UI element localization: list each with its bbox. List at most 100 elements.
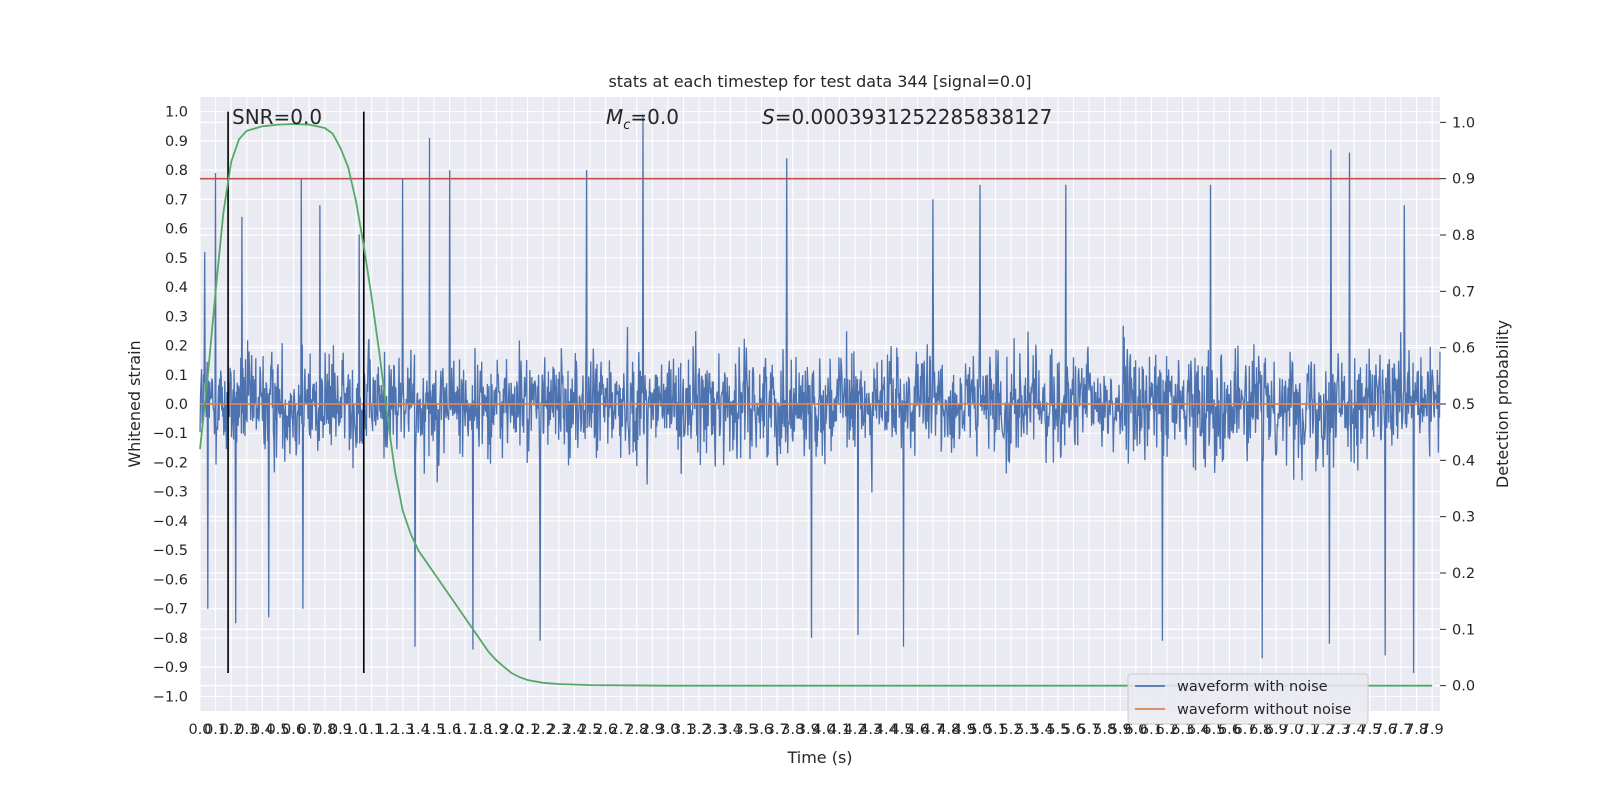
s-annotation: S=0.0003931252285838127 [762, 105, 1052, 129]
x-tick-label: 3.0 [656, 722, 679, 738]
x-tick-label: 6.3 [1171, 722, 1194, 738]
x-tick-label: 1.9 [485, 722, 508, 738]
y-tick-label: 0.0 [165, 397, 188, 413]
x-tick-label: 4.5 [890, 722, 913, 738]
x-tick-label: 1.2 [376, 722, 399, 738]
x-tick-label: 1.4 [407, 722, 430, 738]
mc-symbol: M [606, 105, 623, 129]
y-tick-label-right: 1.0 [1452, 115, 1475, 131]
x-tick-label: 0.4 [251, 722, 274, 738]
legend: waveform with noise waveform without noi… [1127, 673, 1369, 725]
y-tick-label: −0.7 [153, 602, 188, 618]
x-tick-label: 3.1 [672, 722, 695, 738]
x-tick-label: 4.7 [922, 722, 945, 738]
y-tick-label-right: 0.5 [1452, 397, 1475, 413]
x-tick-label: 0.2 [220, 722, 243, 738]
x-tick-label: 5.1 [984, 722, 1007, 738]
x-tick-label: 2.2 [532, 722, 555, 738]
x-tick-label: 0.7 [298, 722, 321, 738]
x-tick-label: 2.8 [625, 722, 648, 738]
x-tick-label: 1.6 [438, 722, 461, 738]
x-tick-label: 6.5 [1202, 722, 1225, 738]
y-tick-label: −0.9 [153, 660, 188, 676]
y-tick-label: −0.5 [153, 543, 188, 559]
x-tick-label: 0.5 [266, 722, 289, 738]
x-tick-label: 5.5 [1046, 722, 1069, 738]
chirp-mass-annotation: Mc=0.0 [606, 105, 679, 133]
x-tick-label: 6.2 [1156, 722, 1179, 738]
y-tick-label-right: 0.1 [1452, 622, 1475, 638]
x-tick-label: 1.3 [391, 722, 414, 738]
y-tick-label: 0.5 [165, 251, 188, 267]
y-tick-label: 0.6 [165, 222, 188, 238]
x-tick-label: 2.9 [641, 722, 664, 738]
y-tick-label: 0.3 [165, 309, 188, 325]
x-axis-label: Time (s) [786, 748, 852, 767]
mc-value: =0.0 [630, 105, 679, 129]
x-tick-label: 3.4 [719, 722, 742, 738]
x-tick-label: 5.0 [968, 722, 991, 738]
x-tick-label: 1.5 [422, 722, 445, 738]
mc-subscript: c [623, 118, 630, 133]
y-tick-label: 0.4 [165, 280, 188, 296]
series-detection-probability [199, 123, 1433, 687]
x-tick-label: 3.5 [734, 722, 757, 738]
x-tick-label: 7.5 [1358, 722, 1381, 738]
x-tick-label: 5.7 [1078, 722, 1101, 738]
axes: 0.00.10.20.30.40.50.60.70.80.91.01.11.21… [153, 105, 1475, 738]
x-tick-label: 2.6 [594, 722, 617, 738]
x-tick-label: 4.8 [937, 722, 960, 738]
x-tick-label: 4.0 [812, 722, 835, 738]
snr-annotation: SNR=0.0 [232, 105, 322, 129]
x-tick-label: 6.9 [1265, 722, 1288, 738]
x-tick-label: 6.7 [1234, 722, 1257, 738]
x-tick-label: 0.3 [235, 722, 258, 738]
x-tick-label: 6.6 [1218, 722, 1241, 738]
x-tick-label: 6.1 [1140, 722, 1163, 738]
x-tick-label: 4.6 [906, 722, 929, 738]
x-tick-label: 1.0 [344, 722, 367, 738]
legend-label-waveform-with-noise: waveform with noise [1177, 679, 1328, 695]
y-tick-label: 0.9 [165, 134, 188, 150]
x-tick-label: 6.0 [1124, 722, 1147, 738]
y-tick-label: −0.1 [153, 426, 188, 442]
x-tick-label: 5.4 [1031, 722, 1054, 738]
y-tick-label: 0.8 [165, 163, 188, 179]
x-tick-label: 7.6 [1374, 722, 1397, 738]
y-tick-label: 0.7 [165, 192, 188, 208]
x-tick-label: 5.9 [1109, 722, 1132, 738]
y-tick-label-right: 0.3 [1452, 510, 1475, 526]
y-tick-label-right: 0.8 [1452, 228, 1475, 244]
x-tick-label: 5.3 [1015, 722, 1038, 738]
x-tick-label: 0.1 [204, 722, 227, 738]
y-tick-label: −0.3 [153, 485, 188, 501]
x-tick-label: 3.7 [766, 722, 789, 738]
x-tick-label: 5.8 [1093, 722, 1116, 738]
y-tick-label-right: 0.0 [1452, 679, 1475, 695]
plot-area [199, 111, 1441, 687]
x-tick-label: 4.9 [953, 722, 976, 738]
y-tick-label: −0.6 [153, 572, 188, 588]
x-tick-label: 0.9 [329, 722, 352, 738]
y-tick-label: −0.4 [153, 514, 188, 530]
y-tick-label-right: 0.6 [1452, 341, 1475, 357]
x-tick-label: 1.1 [360, 722, 383, 738]
x-tick-label: 7.4 [1343, 722, 1366, 738]
x-tick-label: 0.0 [188, 722, 211, 738]
x-tick-label: 7.2 [1311, 722, 1334, 738]
x-tick-label: 4.2 [844, 722, 867, 738]
x-tick-label: 7.9 [1421, 722, 1444, 738]
x-tick-label: 7.3 [1327, 722, 1350, 738]
x-tick-label: 5.6 [1062, 722, 1085, 738]
y-tick-label: 0.1 [165, 368, 188, 384]
y-tick-label-right: 0.2 [1452, 566, 1475, 582]
x-tick-label: 3.2 [688, 722, 711, 738]
x-tick-label: 2.5 [578, 722, 601, 738]
x-tick-label: 0.6 [282, 722, 305, 738]
y-tick-label: −0.8 [153, 631, 188, 647]
x-tick-label: 6.4 [1187, 722, 1210, 738]
x-tick-label: 5.2 [1000, 722, 1023, 738]
y-tick-label-right: 0.4 [1452, 453, 1475, 469]
y-axis-label-left: Whitened strain [125, 340, 144, 467]
x-tick-label: 2.7 [610, 722, 633, 738]
